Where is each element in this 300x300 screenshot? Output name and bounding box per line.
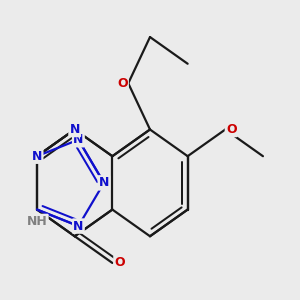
Text: N: N	[32, 150, 42, 163]
Text: NH: NH	[27, 215, 47, 228]
Text: N: N	[70, 123, 80, 136]
Text: N: N	[99, 176, 109, 189]
Text: N: N	[73, 133, 84, 146]
Text: O: O	[117, 77, 128, 90]
Text: O: O	[115, 256, 125, 269]
Text: N: N	[73, 220, 84, 232]
Text: O: O	[226, 123, 237, 136]
